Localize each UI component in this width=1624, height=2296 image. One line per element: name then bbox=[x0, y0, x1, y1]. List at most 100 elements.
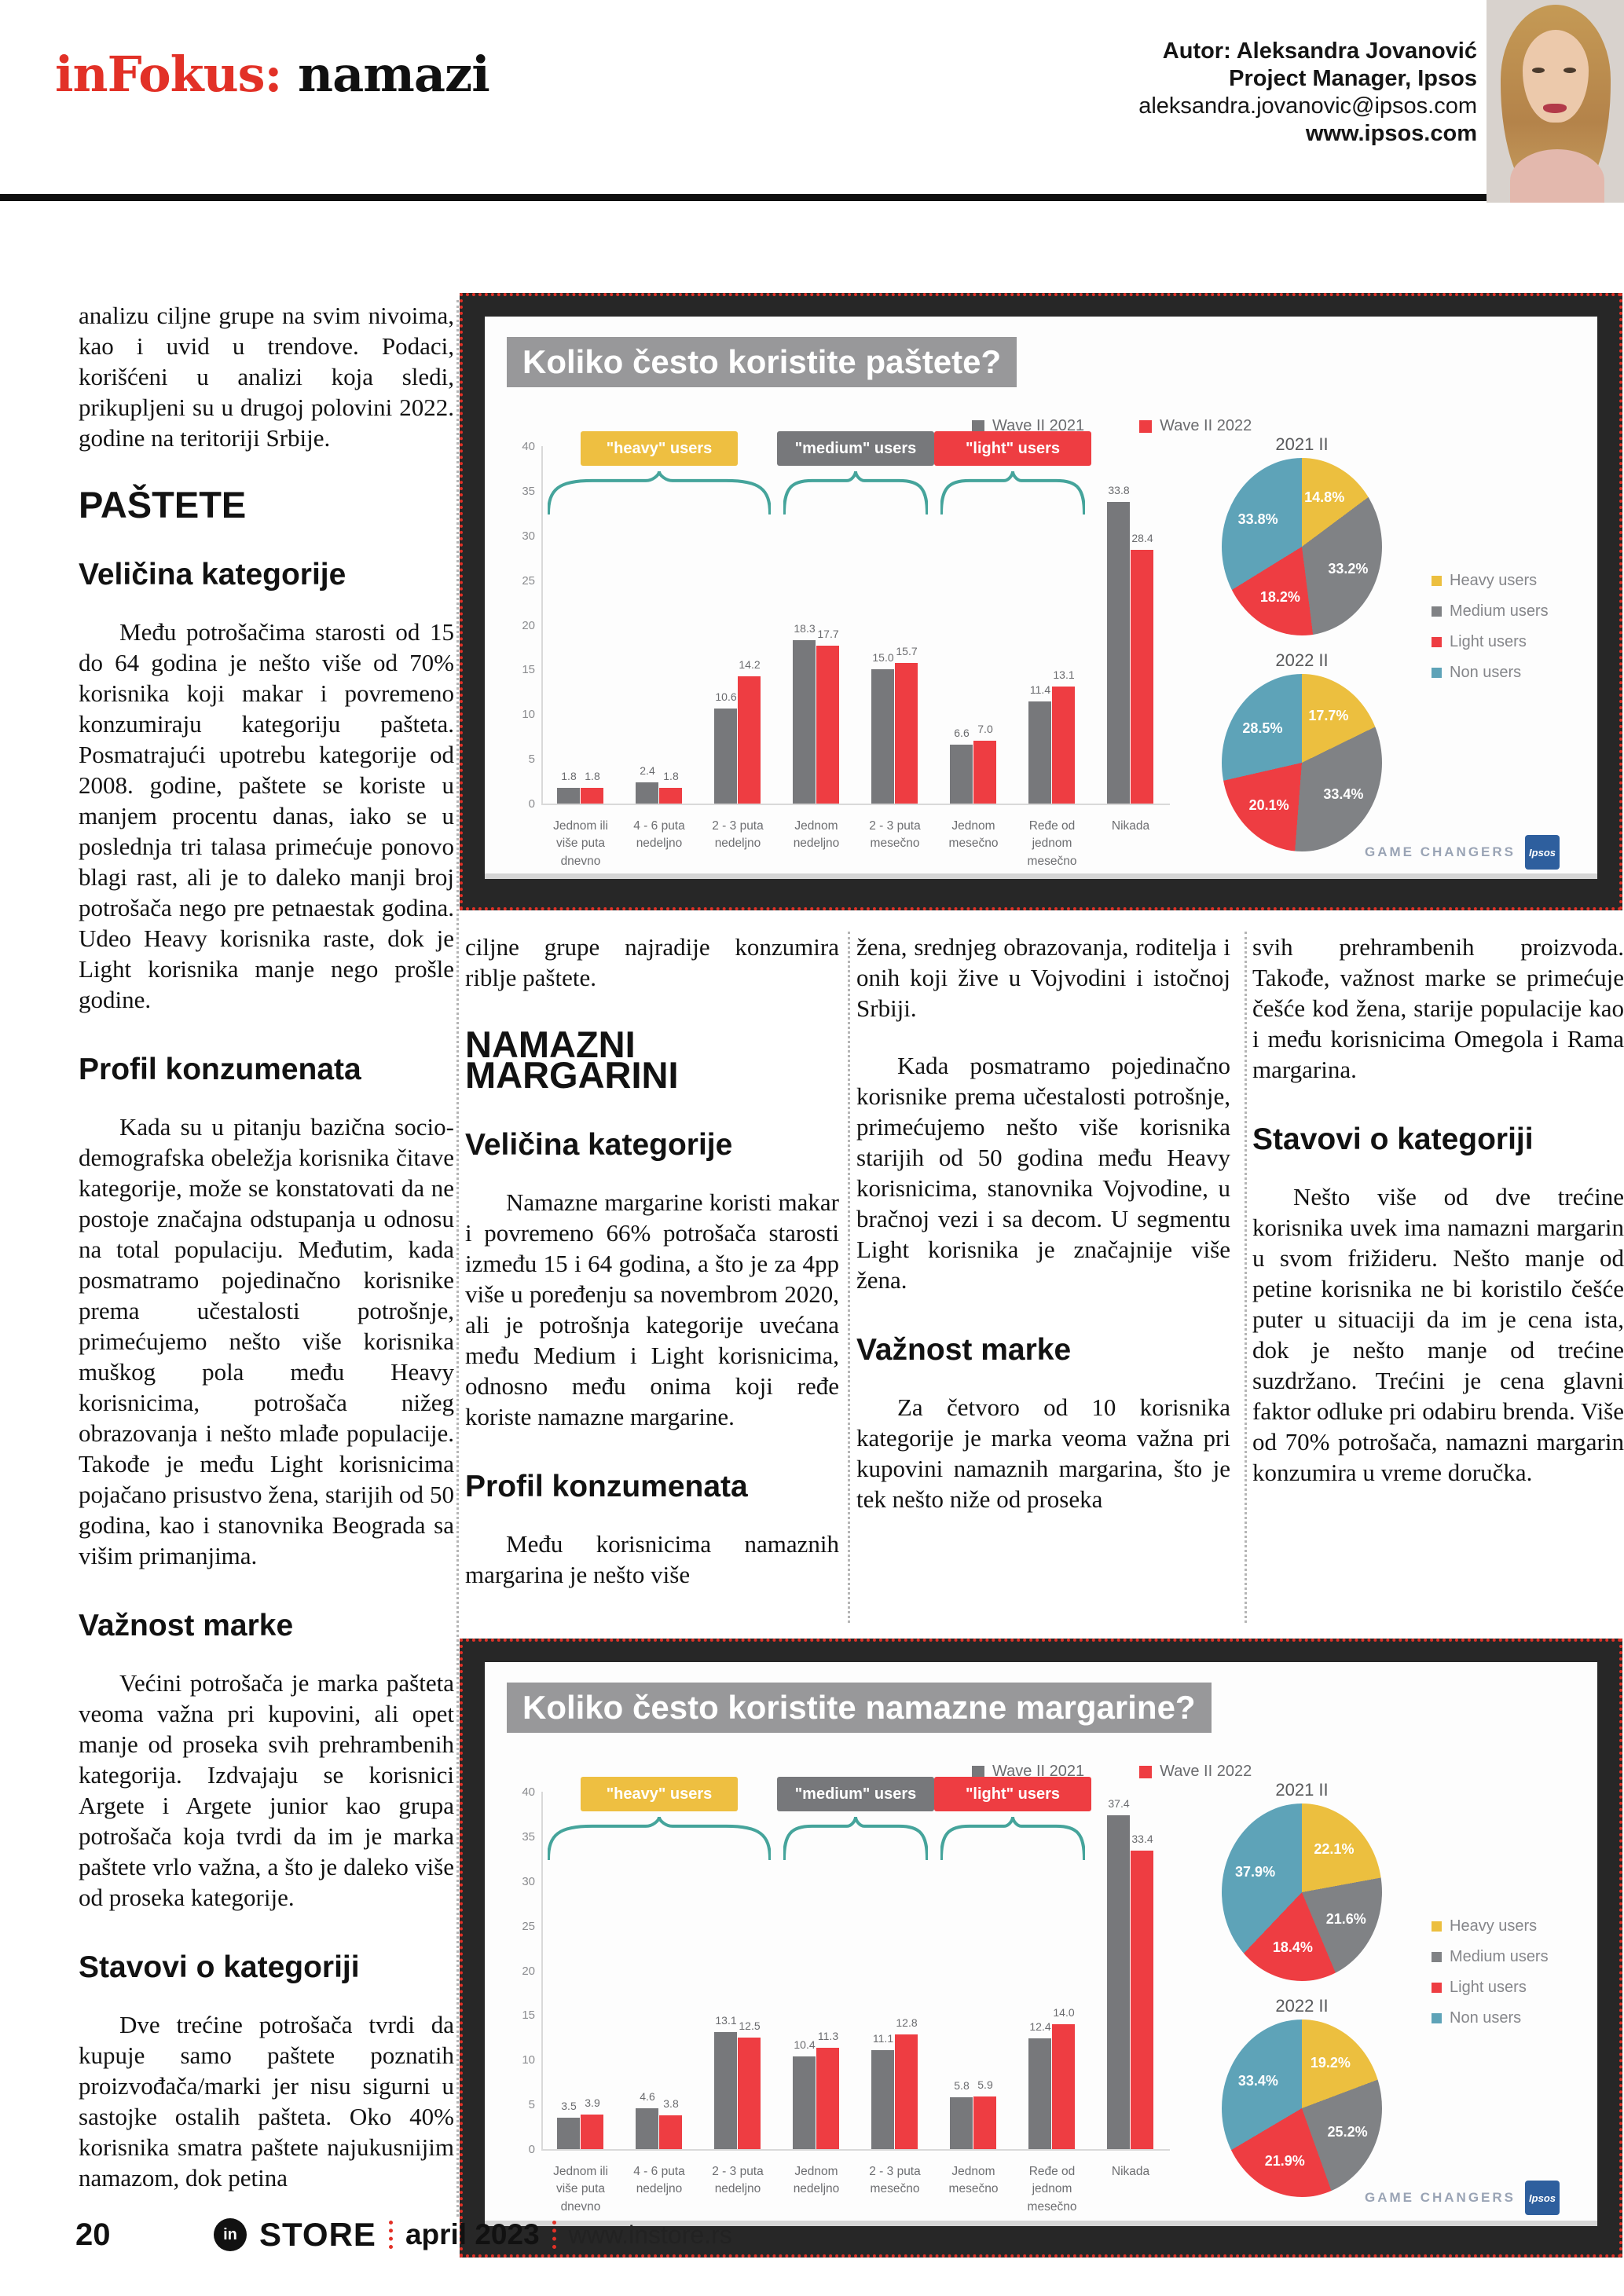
legend-label: Wave II 2022 bbox=[1160, 417, 1252, 434]
pie-chart bbox=[1222, 674, 1382, 851]
ipsos-logo: Ipsos bbox=[1525, 835, 1560, 870]
bar bbox=[793, 2056, 816, 2149]
user-segment-box: "medium" users bbox=[777, 1777, 934, 1811]
category-label: 2 - 3 puta mesečno bbox=[869, 819, 921, 851]
bar-value-label: 1.8 bbox=[585, 769, 600, 782]
bar bbox=[714, 2031, 737, 2149]
bar bbox=[659, 2115, 682, 2149]
bar-value-label: 14.2 bbox=[739, 658, 761, 672]
bar bbox=[1131, 549, 1153, 804]
bar-value-label: 17.7 bbox=[817, 627, 839, 640]
section-heading: PAŠTETE bbox=[79, 484, 247, 525]
bar bbox=[871, 669, 894, 804]
column-separator bbox=[848, 932, 850, 1623]
legend-label: Heavy users bbox=[1450, 572, 1538, 589]
segment-brace-icon bbox=[547, 1816, 772, 1864]
bar-value-label: 18.3 bbox=[794, 621, 816, 635]
paragraph: Kada posmatramo pojedinačno korisnike pr… bbox=[856, 1052, 1230, 1294]
photo-eye bbox=[1532, 68, 1545, 73]
paragraph: analizu ciljne grupe na svim nivoima, ka… bbox=[79, 302, 454, 452]
pie-legend-item: Medium users bbox=[1432, 1948, 1549, 1966]
author-email: aleksandra.jovanovic@ipsos.com bbox=[1138, 93, 1477, 119]
bar bbox=[950, 744, 973, 804]
subsection-heading: Veličina kategorije bbox=[79, 558, 346, 591]
bar bbox=[557, 2118, 580, 2149]
legend-swatch-icon bbox=[1139, 1765, 1153, 1778]
instore-logo-icon: in bbox=[214, 2218, 247, 2251]
bar bbox=[950, 2097, 973, 2149]
bar-value-label: 11.1 bbox=[872, 2031, 894, 2045]
pie-legend-item: Non users bbox=[1432, 2009, 1549, 2027]
legend-swatch-icon bbox=[1432, 606, 1442, 617]
subsection-heading: Profil konzumenata bbox=[465, 1470, 748, 1503]
bar bbox=[738, 676, 761, 804]
bar-value-label: 13.1 bbox=[715, 2013, 737, 2027]
pie-legend-item: Light users bbox=[1432, 1979, 1549, 1997]
pie-slice-label: 33.8% bbox=[1237, 511, 1278, 528]
subsection-heading: Važnost marke bbox=[856, 1333, 1072, 1367]
legend-swatch-icon bbox=[1432, 637, 1442, 647]
chart-title: Koliko često koristite paštete? bbox=[507, 337, 1017, 387]
pie-slice-label: 25.2% bbox=[1327, 2123, 1368, 2140]
legend-label: Wave II 2022 bbox=[1160, 1763, 1252, 1780]
subsection-heading: Važnost marke bbox=[79, 1609, 294, 1642]
user-segment-box: "heavy" users bbox=[581, 431, 738, 466]
subsection-heading: Veličina kategorije bbox=[465, 1128, 733, 1162]
bar bbox=[1052, 686, 1075, 804]
y-axis-line bbox=[541, 446, 543, 804]
y-axis-tick-label: 25 bbox=[522, 1919, 535, 1933]
pie-title: 2021 II bbox=[1275, 434, 1329, 454]
bar-value-label: 10.6 bbox=[715, 690, 737, 704]
y-axis-tick-label: 15 bbox=[522, 2009, 535, 2023]
y-axis-tick-label: 15 bbox=[522, 663, 535, 677]
bar-value-label: 3.5 bbox=[561, 2100, 577, 2113]
pie-chart bbox=[1222, 1803, 1382, 1981]
bar-value-label: 33.4 bbox=[1131, 1833, 1153, 1846]
category-label: Jednom nedeljno bbox=[793, 819, 840, 851]
bar bbox=[816, 645, 839, 804]
user-segment-box: "light" users bbox=[934, 431, 1091, 466]
pie-slice-label: 33.4% bbox=[1323, 785, 1364, 802]
bar bbox=[871, 2049, 894, 2149]
column-separator bbox=[1245, 932, 1247, 1623]
paragraph: žena, srednjeg obrazovanja, roditelja i … bbox=[856, 933, 1230, 1022]
y-axis-tick-label: 20 bbox=[522, 1964, 535, 1978]
bar-value-label: 11.3 bbox=[817, 2030, 839, 2043]
bar bbox=[557, 787, 580, 804]
bar-value-label: 12.4 bbox=[1029, 2020, 1051, 2033]
pie-legend-item: Light users bbox=[1432, 633, 1549, 651]
legend-label: Heavy users bbox=[1450, 1917, 1538, 1935]
bar-value-label: 1.8 bbox=[663, 769, 679, 782]
legend-swatch-icon bbox=[972, 419, 984, 433]
photo-eye bbox=[1564, 68, 1576, 73]
pie-slice-label: 33.2% bbox=[1328, 560, 1369, 577]
body-column-3: žena, srednjeg obrazovanja, roditelja i … bbox=[856, 932, 1230, 1514]
bar bbox=[1052, 2023, 1075, 2149]
paragraph: Većini potrošača je marka pašteta veoma … bbox=[79, 1669, 454, 1911]
header-rule bbox=[0, 194, 1624, 201]
subsection-heading: Stavovi o kategoriji bbox=[1252, 1122, 1534, 1156]
bar bbox=[1107, 501, 1130, 804]
bar-value-label: 28.4 bbox=[1131, 531, 1153, 544]
legend-swatch-icon bbox=[1432, 2013, 1442, 2023]
y-axis-tick-label: 25 bbox=[522, 573, 535, 588]
bar-value-label: 6.6 bbox=[954, 726, 970, 739]
legend-label: Non users bbox=[1450, 664, 1522, 681]
pie-slice-label: 21.9% bbox=[1264, 2152, 1305, 2169]
bar bbox=[973, 741, 996, 804]
bar-value-label: 2.4 bbox=[640, 764, 655, 777]
category-label: 4 - 6 puta nedeljno bbox=[633, 819, 685, 851]
paragraph: Među potrošačima starosti od 15 do 64 go… bbox=[79, 618, 454, 1013]
pie-legend-item: Heavy users bbox=[1432, 1917, 1549, 1935]
chart-panel-margarini: Koliko često koristite namazne margarine… bbox=[460, 1639, 1622, 2258]
bar bbox=[714, 709, 737, 804]
pie-slice-label: 19.2% bbox=[1310, 2054, 1351, 2071]
category-label: Jednom nedeljno bbox=[793, 2165, 840, 2196]
y-axis-tick-label: 35 bbox=[522, 484, 535, 498]
section-heading: NAMAZNI MARGARINI bbox=[465, 1023, 679, 1096]
bar-value-label: 15.7 bbox=[896, 645, 918, 658]
footer-brand-row: in STORE april 2023 www.instore.rs bbox=[214, 2216, 732, 2254]
footer-separator bbox=[388, 2221, 393, 2249]
pie-legend-item: Medium users bbox=[1432, 602, 1549, 621]
paragraph: Za četvoro od 10 korisnika kategorije je… bbox=[856, 1393, 1230, 1513]
